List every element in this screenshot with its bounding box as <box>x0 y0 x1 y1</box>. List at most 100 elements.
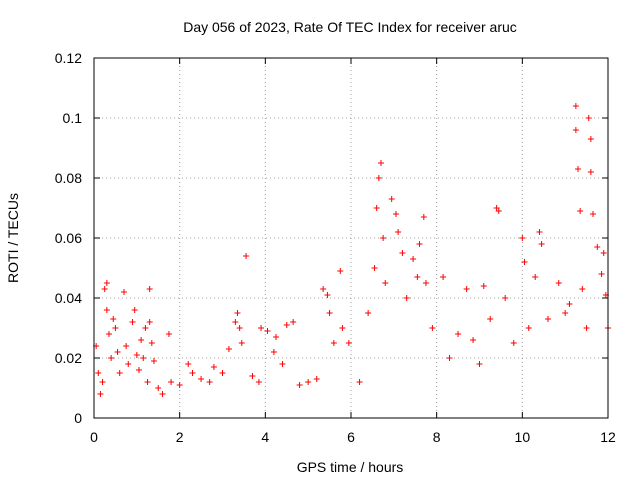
data-point-marker <box>95 370 102 376</box>
data-point-marker <box>283 322 290 328</box>
x-axis-label: GPS time / hours <box>297 459 404 475</box>
data-point-marker <box>168 379 175 385</box>
y-tick-label: 0 <box>74 410 82 426</box>
data-point-marker <box>279 361 286 367</box>
data-point-marker <box>103 280 110 286</box>
data-point-marker <box>120 289 127 295</box>
data-point-marker <box>103 307 110 313</box>
data-point-marker <box>463 286 470 292</box>
data-point-marker <box>598 271 605 277</box>
data-point-marker <box>339 325 346 331</box>
data-point-marker <box>135 367 142 373</box>
data-point-marker <box>388 196 395 202</box>
data-point-marker <box>131 307 138 313</box>
data-point-marker <box>243 253 250 259</box>
data-point-marker <box>356 379 363 385</box>
y-tick-label: 0.08 <box>55 170 82 186</box>
data-point-marker <box>371 265 378 271</box>
data-point-marker <box>236 325 243 331</box>
data-point-marker <box>532 274 539 280</box>
data-point-marker <box>210 364 217 370</box>
data-point-marker <box>375 175 382 181</box>
data-point-marker <box>225 346 232 352</box>
data-point-marker <box>536 229 543 235</box>
data-point-marker <box>125 361 132 367</box>
data-point-marker <box>97 391 104 397</box>
data-point-marker <box>305 379 312 385</box>
data-point-marker <box>416 241 423 247</box>
data-point-marker <box>365 310 372 316</box>
data-point-marker <box>165 331 172 337</box>
y-tick-label: 0.1 <box>63 110 83 126</box>
data-point-marker <box>572 127 579 133</box>
data-point-marker <box>146 319 153 325</box>
data-point-marker <box>123 343 130 349</box>
data-point-marker <box>337 268 344 274</box>
grid-lines <box>94 58 608 418</box>
data-point-marker <box>399 250 406 256</box>
y-axis-label: ROTI / TECUs <box>5 193 21 283</box>
x-tick-label: 0 <box>90 429 98 445</box>
data-point-marker <box>273 334 280 340</box>
data-point-marker <box>487 316 494 322</box>
data-point-marker <box>219 370 226 376</box>
data-point-marker <box>189 370 196 376</box>
data-point-marker <box>395 229 402 235</box>
data-point-marker <box>414 274 421 280</box>
data-point-marker <box>577 208 584 214</box>
data-point-marker <box>585 115 592 121</box>
x-tick-label: 10 <box>515 429 531 445</box>
data-point-marker <box>422 280 429 286</box>
data-point-marker <box>440 274 447 280</box>
data-point-marker <box>470 337 477 343</box>
data-point-marker <box>101 286 108 292</box>
data-point-marker <box>555 280 562 286</box>
data-point-marker <box>566 301 573 307</box>
data-point-marker <box>519 235 526 241</box>
y-tick-label: 0.02 <box>55 350 82 366</box>
data-point-marker <box>420 214 427 220</box>
data-point-marker <box>185 361 192 367</box>
data-point-marker <box>572 103 579 109</box>
data-point-marker <box>206 379 213 385</box>
x-tick-label: 4 <box>261 429 269 445</box>
data-point-marker <box>176 382 183 388</box>
data-point-marker <box>495 208 502 214</box>
chart-title: Day 056 of 2023, Rate Of TEC Index for r… <box>183 19 517 35</box>
data-point-marker <box>476 361 483 367</box>
y-tick-label: 0.12 <box>55 50 82 66</box>
data-point-marker <box>249 373 256 379</box>
data-point-marker <box>142 325 149 331</box>
data-point-marker <box>429 325 436 331</box>
data-point-marker <box>594 244 601 250</box>
data-point-marker <box>313 376 320 382</box>
data-point-marker <box>575 166 582 172</box>
data-point-marker <box>345 340 352 346</box>
data-point-marker <box>502 295 509 301</box>
x-tick-label: 8 <box>433 429 441 445</box>
data-point-marker <box>392 211 399 217</box>
data-point-marker <box>410 256 417 262</box>
data-point-marker <box>579 286 586 292</box>
data-point-marker <box>146 286 153 292</box>
axis-ticks: 0 2 4 6 8 10 12 0 0.02 0.04 0.06 0.08 0.1 0.12 <box>55 50 616 445</box>
data-point-marker <box>258 325 265 331</box>
data-point-marker <box>446 355 453 361</box>
data-point-marker <box>330 340 337 346</box>
data-point-marker <box>600 250 607 256</box>
data-point-marker <box>144 379 151 385</box>
data-point-marker <box>148 340 155 346</box>
data-point-marker <box>380 235 387 241</box>
data-point-marker <box>105 331 112 337</box>
data-point-marker <box>377 160 384 166</box>
x-tick-label: 12 <box>600 429 616 445</box>
data-point-marker <box>108 355 115 361</box>
data-point-marker <box>133 352 140 358</box>
data-point-marker <box>320 286 327 292</box>
data-point-marker <box>232 319 239 325</box>
data-point-marker <box>545 316 552 322</box>
data-point-marker <box>110 316 117 322</box>
data-point-marker <box>525 325 532 331</box>
data-point-marker <box>129 319 136 325</box>
x-tick-label: 2 <box>176 429 184 445</box>
